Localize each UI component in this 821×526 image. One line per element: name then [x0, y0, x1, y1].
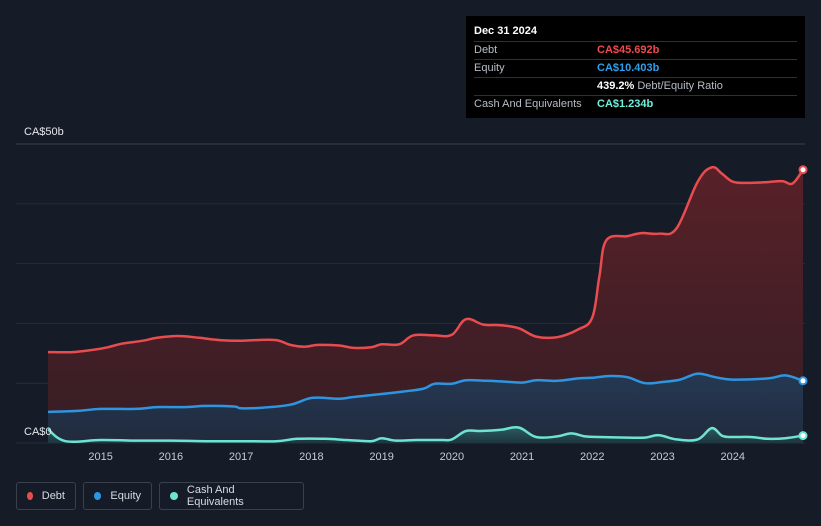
legend-label: Equity: [110, 490, 141, 502]
series-areas: [48, 167, 803, 443]
tooltip-value: CA$1.234b: [597, 98, 654, 110]
equity-line: [47, 372, 804, 414]
tooltip-row-equity: Equity CA$10.403b: [474, 59, 797, 77]
legend-item-debt[interactable]: Debt: [16, 482, 76, 510]
y-axis-bottom-label: CA$0: [24, 426, 52, 438]
x-tick-label: 2015: [88, 451, 112, 463]
legend-item-cash[interactable]: Cash And Equivalents: [159, 482, 304, 510]
series-lines: [47, 165, 808, 444]
tooltip-value: CA$10.403b: [597, 62, 660, 74]
tooltip-value: 439.2%: [597, 80, 635, 92]
x-tick-label: 2018: [299, 451, 323, 463]
tooltip-label: [474, 78, 597, 95]
x-tick-label: 2024: [721, 451, 745, 463]
debt-line: [47, 165, 805, 354]
tooltip-row-ratio: 439.2% Debt/Equity Ratio: [474, 77, 797, 95]
x-axis-ticks: 2015 2016 2017 2018 2019 2020 2021 2022 2023 2024: [88, 451, 745, 463]
tooltip-row-debt: Debt CA$45.692b: [474, 41, 797, 59]
legend-dot-icon: [170, 492, 178, 500]
x-tick-label: 2016: [159, 451, 183, 463]
x-tick-label: 2022: [580, 451, 604, 463]
debt-end-point: [798, 165, 808, 175]
cash-end-point: [798, 431, 808, 441]
x-tick-label: 2017: [229, 451, 253, 463]
legend-label: Cash And Equivalents: [186, 484, 244, 508]
x-tick-label: 2019: [369, 451, 393, 463]
x-tick-label: 2020: [440, 451, 464, 463]
cash-line: [47, 425, 804, 444]
y-axis-top-label: CA$50b: [24, 126, 64, 138]
tooltip-row-cash: Cash And Equivalents CA$1.234b: [474, 95, 797, 113]
x-tick-label: 2023: [650, 451, 674, 463]
tooltip-label: Equity: [474, 62, 505, 74]
equity-area: [48, 373, 803, 443]
tooltip-value: CA$45.692b: [597, 44, 660, 56]
legend-dot-icon: [27, 492, 33, 500]
tooltip-label: Cash And Equivalents: [474, 98, 582, 110]
tooltip-date: Dec 31 2024: [474, 25, 537, 37]
legend-label: Debt: [41, 490, 65, 502]
equity-end-point: [798, 376, 808, 386]
x-tick-label: 2021: [510, 451, 534, 463]
cash-area: [48, 427, 803, 443]
data-tooltip: Dec 31 2024 Debt CA$45.692b Equity CA$10…: [466, 16, 805, 118]
tooltip-label: Debt: [474, 44, 498, 56]
legend-dot-icon: [94, 492, 102, 500]
tooltip-ratio-suffix: Debt/Equity Ratio: [637, 80, 723, 92]
legend-item-equity[interactable]: Equity: [83, 482, 152, 510]
